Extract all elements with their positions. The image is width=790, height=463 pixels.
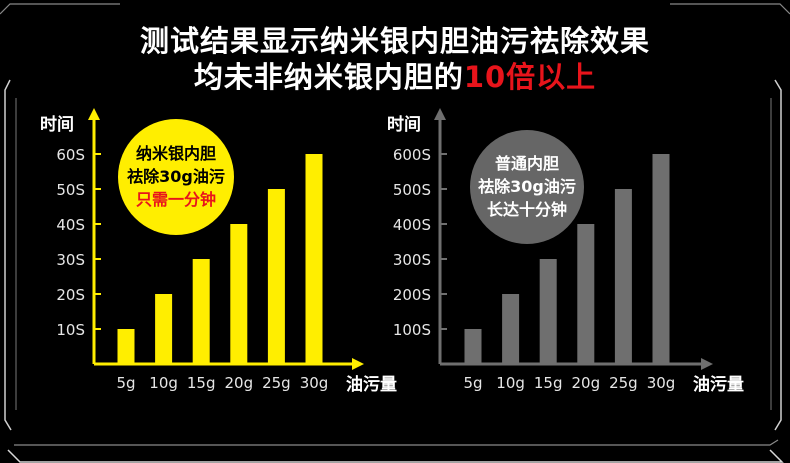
nano-bar (155, 294, 173, 364)
normal-y-axis-label: 时间 (387, 114, 421, 135)
normal-x-tick-label: 20g (571, 374, 600, 392)
normal-y-tick-label: 400S (393, 216, 431, 234)
normal-y-tick-label: 300S (393, 251, 431, 269)
nano-x-tick-label: 20g (224, 374, 253, 392)
normal-y-tick-label: 600S (393, 146, 431, 164)
normal-x-tick-label: 10g (496, 374, 525, 392)
nano-x-axis-label: 油污量 (346, 374, 397, 395)
nano-bar (230, 224, 248, 364)
nano-x-tick-label: 30g (300, 374, 329, 392)
nano-x-tick-label: 25g (262, 374, 291, 392)
nano-x-tick-label: 10g (149, 374, 178, 392)
nano-y-tick-label: 30S (56, 251, 85, 269)
normal-callout-line: 普通内胆 (495, 154, 559, 173)
normal-x-tick-label: 30g (647, 374, 676, 392)
normal-bar (652, 154, 670, 364)
normal-y-axis-arrow (434, 108, 446, 120)
nano-y-tick-label: 40S (56, 216, 85, 234)
normal-bar (502, 294, 520, 364)
normal-x-axis-arrow (701, 358, 713, 370)
headline-line1: 测试结果显示纳米银内胆油污祛除效果 (139, 24, 650, 58)
nano-y-tick-label: 60S (56, 146, 85, 164)
nano-bar (267, 189, 285, 364)
nano-x-tick-label: 5g (116, 374, 135, 392)
nano-x-tick-label: 15g (187, 374, 216, 392)
nano-bar (305, 154, 323, 364)
nano-callout-line: 祛除30g油污 (127, 167, 225, 186)
nano-y-axis-arrow (88, 108, 100, 120)
nano-callout-line: 纳米银内胆 (136, 144, 216, 163)
nano-y-tick-label: 20S (56, 286, 85, 304)
normal-callout-line: 祛除30g油污 (478, 177, 576, 196)
headline-line2: 均未非纳米银内胆的10倍以上 (0, 60, 790, 94)
normal-y-tick-label: 200S (393, 286, 431, 304)
nano-bar (192, 259, 210, 364)
normal-bar (577, 224, 595, 364)
normal-x-tick-label: 15g (534, 374, 563, 392)
normal-y-tick-label: 100S (393, 321, 431, 339)
normal-bar (614, 189, 632, 364)
nano-y-axis-label: 时间 (40, 114, 74, 135)
normal-callout-circle (470, 130, 584, 244)
nano-y-tick-label: 50S (56, 181, 85, 199)
normal-x-tick-label: 5g (463, 374, 482, 392)
normal-bar (464, 329, 482, 364)
nano-y-tick-label: 10S (56, 321, 85, 339)
normal-callout-line: 长达十分钟 (487, 200, 567, 219)
normal-y-tick-label: 500S (393, 181, 431, 199)
nano-bar (117, 329, 135, 364)
nano-x-axis-arrow (352, 358, 364, 370)
normal-x-tick-label: 25g (609, 374, 638, 392)
headline-line2-highlight: 10倍以上 (463, 60, 597, 94)
normal-bar (539, 259, 557, 364)
headline-line2-prefix: 均未非纳米银内胆的 (193, 60, 464, 94)
nano-callout-line: 只需一分钟 (136, 190, 216, 209)
nano-callout-circle (118, 119, 234, 235)
normal-x-axis-label: 油污量 (693, 374, 744, 395)
